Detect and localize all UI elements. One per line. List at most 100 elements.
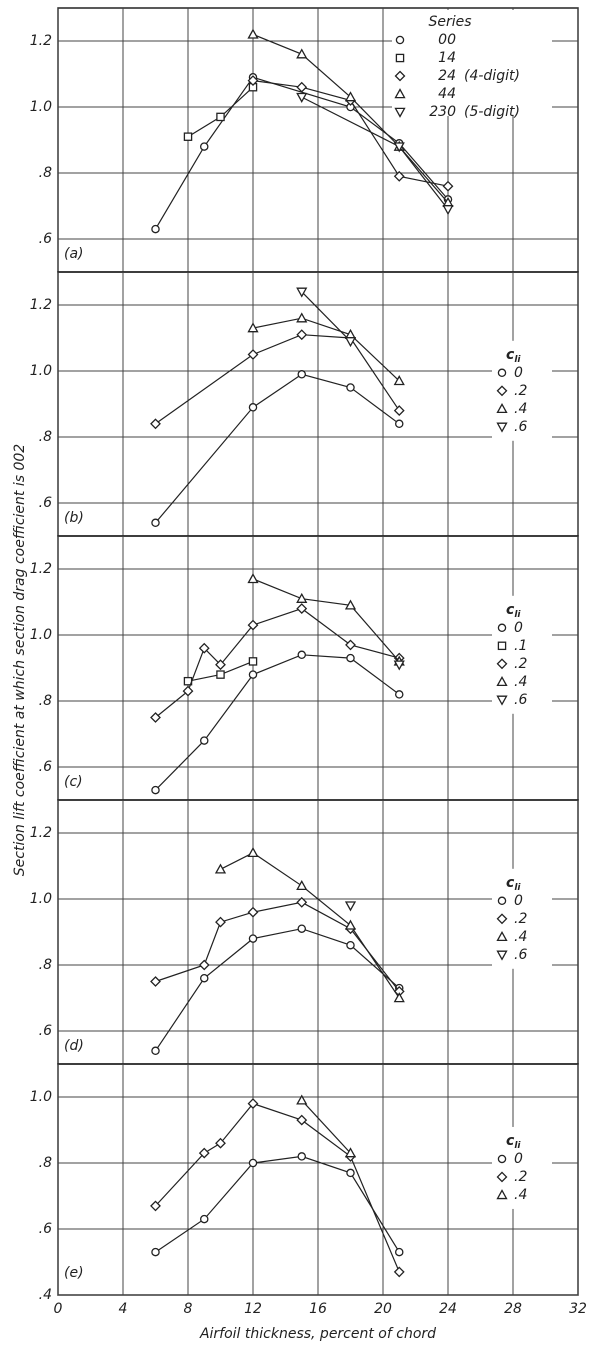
marker [394,690,404,699]
marker [344,599,357,610]
marker [248,934,258,943]
legend-box [392,10,552,116]
marker [297,370,306,379]
marker [497,896,507,906]
marker [496,402,508,414]
y-tick-label: 1.2 [30,297,52,313]
legend-label: .4 [514,401,527,417]
marker [393,992,405,1003]
marker [496,1189,508,1200]
legend-label: .4 [514,1187,527,1203]
x-tick-label: 24 [439,1301,457,1317]
marker [215,1137,226,1149]
marker [346,940,355,950]
marker [216,112,225,122]
legend-label: .6 [514,419,527,435]
x-tick-label: 0 [54,1301,63,1317]
marker [497,1154,507,1164]
marker [214,863,227,874]
marker [394,88,406,99]
marker [497,368,507,378]
marker [496,1171,508,1183]
marker [344,337,357,348]
series-line [155,654,400,791]
legend-label: .6 [514,947,527,963]
marker [393,142,405,153]
marker [394,1247,404,1257]
x-tick-label: 16 [309,1301,327,1317]
marker [199,736,209,745]
series-line [220,852,400,999]
series-line [252,317,400,382]
marker [247,846,259,858]
marker [344,901,357,912]
marker [496,950,508,961]
marker [297,650,306,660]
y-tick-label: .6 [39,1221,52,1237]
marker [296,879,308,891]
marker [497,641,507,651]
y-tick-label: 1.2 [30,825,52,841]
marker [296,81,308,93]
marker [150,418,161,430]
legend-label: 24 [438,68,456,84]
marker [344,919,357,930]
panel-label: (a) [64,246,84,262]
marker [182,685,194,697]
marker [346,383,355,392]
series-line [155,334,400,425]
marker [296,896,308,908]
series-line [155,1155,400,1253]
legend-title-sub: li [514,882,521,892]
marker [216,670,225,679]
legend-label: .2 [514,1169,527,1185]
x-tick-label: 28 [504,1301,522,1317]
marker [393,405,405,417]
annotation: (5-digit) [464,104,520,120]
legend-title-sub: li [514,1140,521,1150]
marker [215,916,226,928]
series-line [301,291,351,342]
panel-label: (b) [64,510,84,526]
marker [151,785,160,795]
marker [296,92,308,103]
legend-title-sub: li [514,609,521,619]
series-line [155,1102,400,1273]
legend-label: 0 [514,620,523,636]
marker [199,142,209,151]
marker [183,132,193,141]
marker [393,375,405,386]
marker [296,287,308,298]
marker [344,91,357,102]
legend-title-main: c [506,1133,515,1149]
marker [296,48,308,59]
marker [198,1147,210,1159]
marker [247,28,259,39]
marker [393,660,405,671]
legend-label: 44 [438,86,456,102]
y-tick-label: 1.2 [30,561,52,577]
series-line [155,901,400,992]
marker [496,385,508,397]
x-tick-label: 4 [119,1301,128,1317]
marker [198,959,210,971]
panel-label: (e) [64,1265,84,1281]
marker [496,930,508,942]
marker [151,1046,160,1056]
x-tick-label: 12 [244,1301,262,1317]
legend-title-sub: li [514,354,521,364]
marker [199,973,209,983]
marker [150,976,161,987]
series-line [155,607,400,718]
legend-label: .2 [514,911,527,927]
y-tick-label: .8 [39,1155,52,1171]
marker [199,1214,209,1224]
marker [247,1098,259,1110]
legend-title: cli [506,347,521,365]
marker [151,1247,160,1257]
legend-title-main: c [506,602,515,618]
series-line [252,578,400,662]
panel-label: (d) [64,1038,84,1054]
legend-label: .4 [514,674,527,690]
marker [248,670,258,679]
